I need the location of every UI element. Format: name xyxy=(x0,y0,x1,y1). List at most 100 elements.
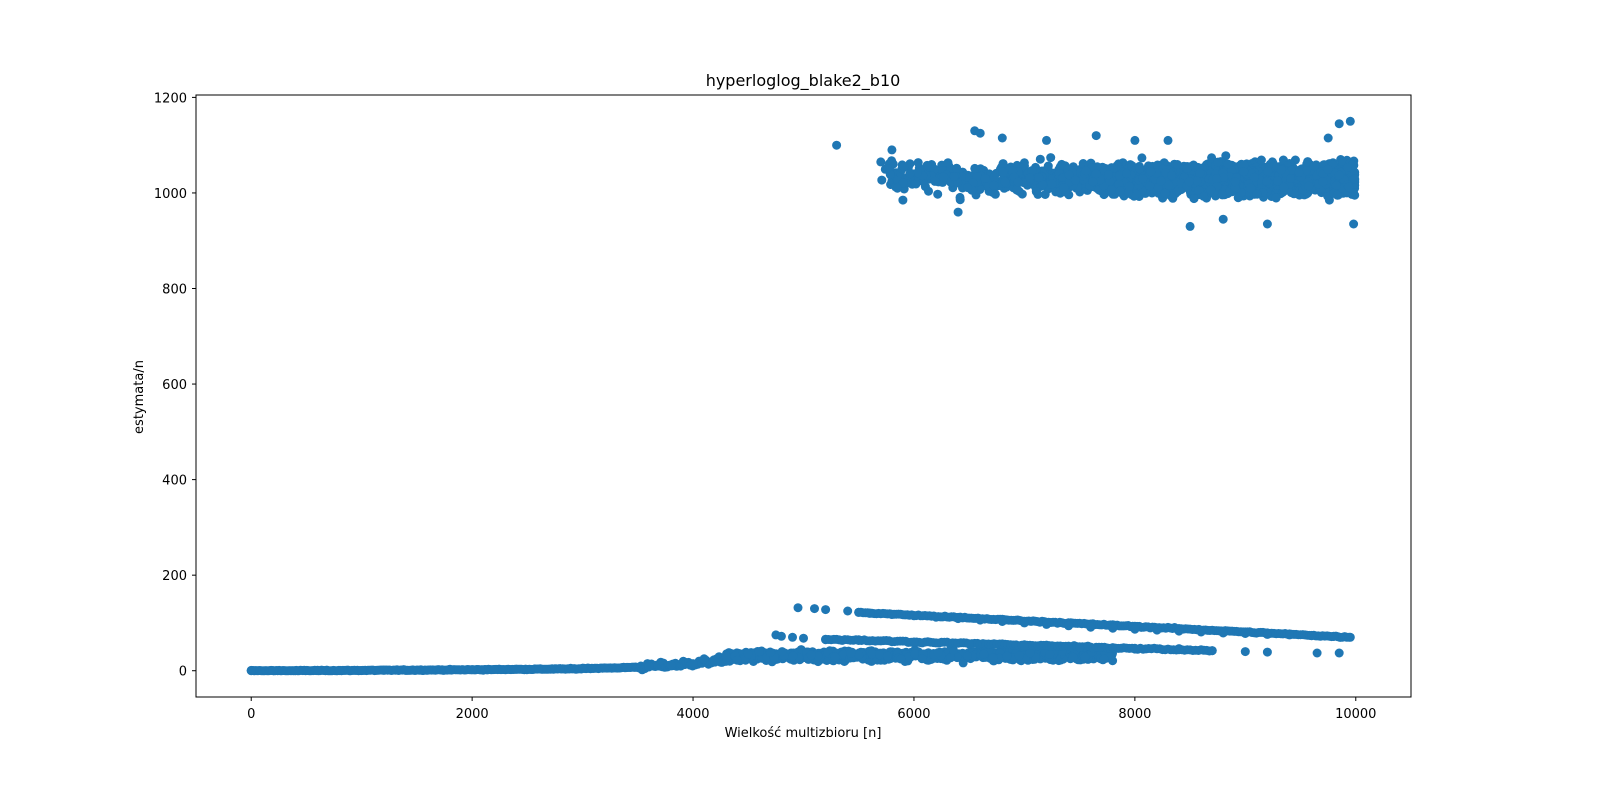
data-point xyxy=(1329,631,1339,641)
data-point xyxy=(1088,177,1098,187)
data-point xyxy=(788,632,797,642)
data-point xyxy=(1219,172,1228,182)
data-point xyxy=(1301,166,1311,176)
data-point xyxy=(1303,157,1313,167)
data-point xyxy=(699,654,709,664)
data-point xyxy=(1223,159,1233,169)
data-point xyxy=(1130,643,1140,653)
data-point xyxy=(821,605,831,615)
data-point xyxy=(1239,167,1249,177)
data-point xyxy=(1174,645,1184,655)
y-tick-label: 0 xyxy=(179,665,187,680)
data-point xyxy=(335,666,345,676)
data-point xyxy=(875,650,885,660)
data-point xyxy=(909,611,919,621)
data-point xyxy=(1013,177,1023,187)
x-tick-label: 4000 xyxy=(676,707,709,722)
data-point xyxy=(1047,179,1057,189)
data-point xyxy=(911,179,921,189)
x-tick-label: 0 xyxy=(247,707,255,722)
data-point xyxy=(1086,622,1096,632)
data-point xyxy=(1156,176,1166,186)
data-point xyxy=(1137,153,1147,163)
data-point xyxy=(290,666,300,676)
data-point xyxy=(1019,618,1029,628)
x-axis-label: Wielkość multizbioru [n] xyxy=(725,726,882,741)
data-point xyxy=(1263,166,1273,176)
data-point xyxy=(445,665,455,675)
data-point xyxy=(1239,160,1249,170)
data-point xyxy=(997,617,1007,626)
data-points xyxy=(246,116,1360,676)
data-point xyxy=(776,631,786,641)
data-point xyxy=(990,189,1000,199)
data-point xyxy=(1107,163,1117,173)
data-point xyxy=(910,649,920,659)
data-point xyxy=(788,651,798,661)
data-point xyxy=(892,183,902,193)
data-point xyxy=(1262,219,1272,229)
data-point xyxy=(1164,180,1174,190)
data-point xyxy=(832,140,842,150)
x-tick-label: 6000 xyxy=(897,707,930,722)
data-point xyxy=(988,653,998,663)
data-point xyxy=(997,133,1007,143)
data-point xyxy=(1135,164,1145,174)
y-tick-label: 600 xyxy=(162,378,187,393)
data-point xyxy=(1196,627,1206,637)
data-point xyxy=(924,186,933,196)
data-point xyxy=(1285,630,1294,640)
data-point xyxy=(1000,177,1010,187)
data-point xyxy=(1184,177,1194,187)
data-point xyxy=(943,158,953,168)
data-point xyxy=(1199,191,1209,201)
data-point xyxy=(1318,177,1328,187)
data-point xyxy=(883,164,893,173)
data-point xyxy=(975,615,985,625)
data-point xyxy=(1349,219,1359,229)
data-point xyxy=(1163,135,1173,145)
data-point xyxy=(1042,619,1051,629)
data-point xyxy=(931,612,941,622)
data-point xyxy=(246,666,256,676)
data-point xyxy=(963,651,972,661)
data-point xyxy=(1019,641,1029,651)
data-point xyxy=(511,664,521,674)
data-point xyxy=(1221,151,1231,161)
x-axis-ticks: 0 2000 4000 6000 8000 10000 xyxy=(247,697,1376,722)
data-point xyxy=(970,163,980,173)
data-point xyxy=(313,666,322,676)
data-point xyxy=(1070,175,1080,185)
data-point xyxy=(979,649,989,659)
data-point xyxy=(1262,176,1272,186)
data-point xyxy=(1252,189,1262,199)
data-point xyxy=(1350,167,1360,177)
data-point xyxy=(1174,626,1184,636)
data-point xyxy=(989,180,999,190)
data-point xyxy=(732,655,742,665)
data-point xyxy=(995,653,1004,663)
data-point xyxy=(955,195,965,205)
data-point xyxy=(600,663,610,673)
data-point xyxy=(1130,624,1140,634)
data-point xyxy=(1323,164,1333,174)
data-point xyxy=(1304,181,1314,191)
data-point xyxy=(688,659,698,669)
data-point xyxy=(946,653,956,663)
data-point xyxy=(1331,181,1341,190)
data-point xyxy=(533,664,543,674)
data-point xyxy=(1344,182,1354,192)
data-point xyxy=(1334,119,1344,129)
data-point xyxy=(1045,649,1055,659)
data-point xyxy=(1195,168,1205,178)
data-point xyxy=(1046,153,1056,163)
data-point xyxy=(1081,166,1091,176)
data-point xyxy=(1080,652,1090,662)
y-tick-label: 400 xyxy=(162,474,187,489)
data-point xyxy=(1146,167,1156,177)
data-point xyxy=(1217,190,1227,200)
data-point xyxy=(1108,623,1118,633)
data-point xyxy=(1160,188,1170,198)
data-point xyxy=(765,648,775,658)
data-point xyxy=(854,650,864,660)
